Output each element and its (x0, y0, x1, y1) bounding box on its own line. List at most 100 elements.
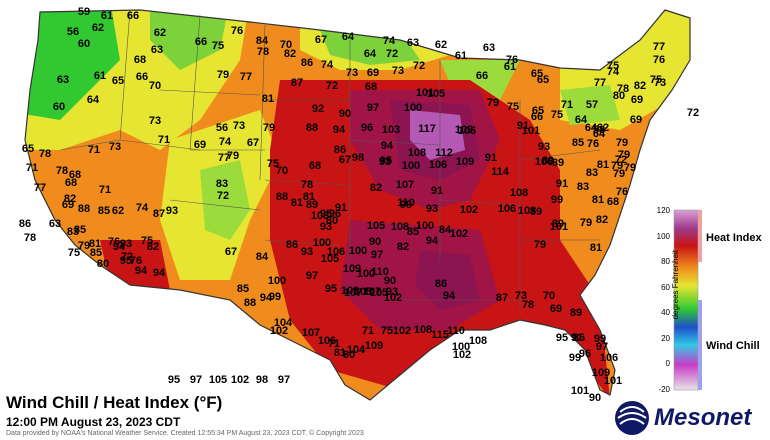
station-reading: 56 (215, 122, 229, 134)
station-reading: 102 (459, 204, 479, 216)
station-reading: 71 (25, 162, 39, 174)
station-reading: 89 (305, 199, 319, 211)
station-reading: 106 (599, 352, 619, 364)
station-reading: 65 (111, 75, 125, 87)
station-reading: 79 (615, 137, 629, 149)
station-reading: 60 (52, 101, 66, 113)
station-reading: 66 (475, 70, 489, 82)
station-reading: 77 (33, 182, 47, 194)
station-reading: 101 (415, 87, 435, 99)
station-reading: 69 (61, 199, 75, 211)
station-reading: 102 (230, 374, 250, 386)
station-reading: 80 (325, 215, 339, 227)
station-reading: 75 (506, 101, 520, 113)
station-reading: 90 (368, 236, 382, 248)
station-reading: 94 (152, 267, 166, 279)
station-reading: 86 (300, 57, 314, 69)
legend-tick-label: -20 (658, 384, 670, 394)
station-reading: 95 (167, 374, 181, 386)
station-reading: 63 (406, 37, 420, 49)
station-reading: 93 (537, 141, 551, 153)
station-reading: 68 (68, 169, 82, 181)
station-reading: 63 (56, 74, 70, 86)
station-reading: 99 (568, 352, 582, 364)
station-reading: 65 (536, 74, 550, 86)
station-reading: 80 (612, 90, 626, 102)
station-reading: 73 (148, 115, 162, 127)
station-reading: 57 (585, 99, 599, 111)
station-reading: 77 (239, 71, 253, 83)
station-reading: 76 (230, 25, 244, 37)
station-reading: 62 (153, 27, 167, 39)
station-reading: 85 (236, 283, 250, 295)
station-reading: 106 (534, 156, 554, 168)
station-reading: 93 (119, 238, 133, 250)
station-reading: 96 (328, 208, 342, 220)
station-reading: 69 (630, 94, 644, 106)
station-reading: 99 (268, 291, 282, 303)
station-reading: 108 (310, 210, 330, 222)
legend-unit-label: degrees Fahrenheit (671, 250, 680, 320)
station-reading: 84 (438, 224, 452, 236)
station-reading: 68 (64, 177, 78, 189)
station-reading: 76 (615, 186, 629, 198)
station-reading: 89 (569, 307, 583, 319)
station-reading: 82 (63, 193, 77, 205)
station-reading: 84 (255, 251, 269, 263)
legend-bar (673, 209, 702, 391)
station-reading: 109 (591, 367, 611, 379)
station-reading: 100 (415, 220, 435, 232)
station-reading: 93 (300, 246, 314, 258)
station-reading: 112 (435, 147, 453, 159)
station-reading: 72 (412, 60, 426, 72)
station-reading: 108 (407, 147, 427, 159)
station-reading: 90 (338, 108, 352, 120)
legend-tick-label: 40 (661, 308, 670, 317)
station-reading: 68 (308, 160, 322, 172)
station-reading: 71 (361, 325, 375, 337)
station-reading: 64 (574, 114, 588, 126)
station-reading: 93 (319, 221, 333, 233)
station-reading: 71 (157, 134, 171, 146)
station-reading: 106 (497, 203, 517, 215)
station-reading: 105 (320, 253, 340, 265)
station-reading: 97 (305, 270, 319, 282)
station-reading: 72 (614, 154, 628, 166)
station-reading: 100 (451, 341, 471, 353)
station-reading: 56 (66, 26, 80, 38)
station-reading: 67 (246, 137, 260, 149)
legend-tick-label: 120 (656, 206, 670, 215)
station-reading: 97 (277, 374, 291, 386)
station-reading: 91 (334, 202, 348, 214)
station-reading: 96 (360, 122, 374, 134)
station-reading: 94 (425, 235, 439, 247)
station-reading: 83 (585, 167, 599, 179)
station-reading: 105 (353, 286, 373, 298)
station-reading: 74 (218, 136, 232, 148)
station-reading: 93 (385, 286, 399, 298)
station-reading: 69 (366, 67, 380, 79)
station-reading: 79 (262, 122, 276, 134)
station-reading: 101 (603, 375, 623, 387)
station-reading: 90 (588, 392, 602, 404)
legend-tick-label: 0 (665, 359, 670, 368)
station-reading: 106 (317, 335, 337, 347)
station-reading: 78 (38, 148, 52, 160)
station-reading: 100 (267, 275, 287, 287)
station-reading: 62 (111, 205, 125, 217)
station-reading: 91 (555, 178, 569, 190)
station-reading: 77 (217, 152, 231, 164)
station-reading: 83 (576, 181, 590, 193)
station-reading: 64 (341, 31, 355, 43)
station-reading: 79 (617, 149, 631, 161)
station-reading: 115 (431, 329, 449, 341)
station-reading: 78 (616, 83, 630, 95)
station-reading: 93 (165, 205, 179, 217)
station-reading: 105 (369, 287, 389, 299)
station-reading: 66 (135, 71, 149, 83)
data-credit: Data provided by NOAA's National Weather… (6, 430, 364, 437)
station-reading: 86 (285, 239, 299, 251)
station-reading: 87 (290, 77, 304, 89)
station-reading: 117 (418, 123, 436, 135)
station-reading: 82 (283, 48, 297, 60)
